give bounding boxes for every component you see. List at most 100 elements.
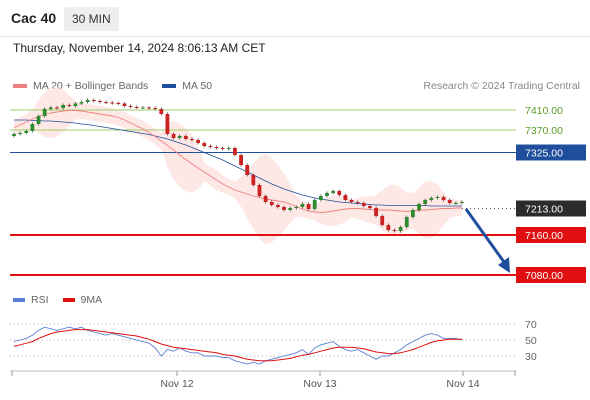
candle-47 [300, 202, 305, 209]
candle-39 [251, 173, 256, 187]
level-label-1: 7370.00 [525, 125, 563, 137]
ma20-line [13, 110, 462, 213]
candle-37 [239, 153, 243, 167]
candle-2 [24, 129, 29, 135]
candle-body-55 [349, 200, 354, 202]
candle-21 [140, 106, 145, 109]
candle-42 [269, 200, 274, 207]
candle-body-58 [368, 206, 372, 208]
candle-body-62 [392, 230, 397, 231]
candle-body-26 [171, 134, 176, 138]
candle-body-33 [214, 147, 219, 148]
candle-54 [343, 193, 348, 202]
level-label-text-4: 7160.00 [525, 230, 563, 242]
candle-body-70 [441, 197, 446, 200]
candle-48 [306, 202, 311, 211]
candle-43 [275, 203, 280, 209]
candle-64 [404, 215, 409, 229]
candle-22 [147, 106, 151, 110]
candle-body-44 [282, 207, 286, 210]
candle-11 [79, 100, 84, 105]
legend-rsi: RSI [13, 294, 49, 306]
candle-7 [55, 106, 59, 110]
candle-53 [337, 189, 342, 197]
candle-body-8 [61, 105, 65, 108]
candle-body-22 [147, 107, 151, 109]
candle-29 [190, 137, 194, 142]
forecast-arrow-shaft [464, 208, 506, 263]
x-tick-label-2: Nov 14 [446, 378, 479, 390]
candle-60 [380, 214, 385, 227]
timeframe-button[interactable]: 30 MIN [64, 7, 119, 31]
legend-ma20-swatch [13, 84, 27, 88]
candle-12 [85, 98, 90, 104]
rsi-tick-0: 70 [525, 319, 537, 331]
candle-57 [361, 201, 366, 208]
candle-27 [177, 134, 182, 140]
candle-70 [441, 195, 446, 202]
chart-datetime: Thursday, November 14, 2024 8:06:13 AM C… [13, 41, 266, 55]
candle-body-52 [331, 191, 336, 193]
candle-body-30 [196, 140, 201, 143]
candle-9 [67, 103, 72, 108]
candle-body-20 [134, 107, 139, 108]
rsi-line [13, 326, 463, 365]
candle-36 [233, 146, 237, 157]
candle-body-12 [85, 100, 90, 102]
candle-body-28 [183, 136, 188, 139]
level-label-box-2 [516, 144, 586, 161]
candle-body-9 [67, 105, 72, 106]
candle-body-63 [398, 227, 403, 231]
level-label-text-3: 7213.00 [525, 204, 563, 216]
candle-body-5 [42, 109, 47, 116]
candle-body-11 [79, 102, 84, 104]
candle-1 [18, 131, 23, 136]
candle-6 [48, 106, 53, 111]
candle-body-40 [257, 185, 262, 196]
candle-26 [171, 132, 176, 140]
legend-ma50-swatch [162, 84, 177, 88]
rsi-legend: RSI 9MA [13, 294, 116, 306]
level-label-5: 7080.00 [516, 267, 586, 283]
candle-71 [447, 198, 452, 205]
candle-body-41 [263, 196, 268, 202]
candle-body-36 [233, 148, 237, 155]
candle-28 [183, 134, 188, 141]
legend-ma50-label: MA 50 [182, 80, 213, 92]
candle-body-60 [380, 216, 385, 225]
candle-body-54 [343, 195, 348, 200]
candle-13 [91, 98, 96, 103]
candle-body-31 [202, 143, 207, 146]
candle-14 [98, 99, 102, 104]
candle-46 [294, 205, 299, 210]
candle-17 [116, 101, 121, 105]
candle-body-19 [128, 106, 133, 107]
candle-body-24 [159, 109, 164, 114]
candle-38 [245, 163, 250, 177]
level-label-0: 7410.00 [525, 105, 563, 117]
candle-body-29 [190, 139, 194, 140]
credit-text: Research © 2024 Trading Central [423, 80, 580, 92]
candle-66 [417, 202, 421, 212]
candle-19 [128, 104, 133, 109]
candle-8 [61, 103, 65, 110]
candle-body-34 [220, 148, 225, 149]
candle-58 [368, 204, 372, 210]
level-label-2: 7325.00 [516, 144, 586, 161]
candle-41 [263, 194, 268, 204]
candle-4 [36, 114, 41, 126]
candle-65 [411, 208, 415, 219]
candle-45 [288, 206, 293, 212]
forecast-arrow-head [498, 257, 510, 273]
candle-body-69 [435, 197, 440, 198]
candle-body-3 [30, 124, 35, 131]
candle-body-25 [165, 114, 170, 134]
candle-5 [42, 107, 47, 118]
candle-50 [318, 194, 323, 202]
candle-body-45 [288, 208, 293, 210]
candle-body-6 [48, 107, 53, 109]
candle-31 [202, 141, 207, 148]
candle-body-1 [18, 133, 23, 134]
candle-body-49 [312, 200, 317, 209]
